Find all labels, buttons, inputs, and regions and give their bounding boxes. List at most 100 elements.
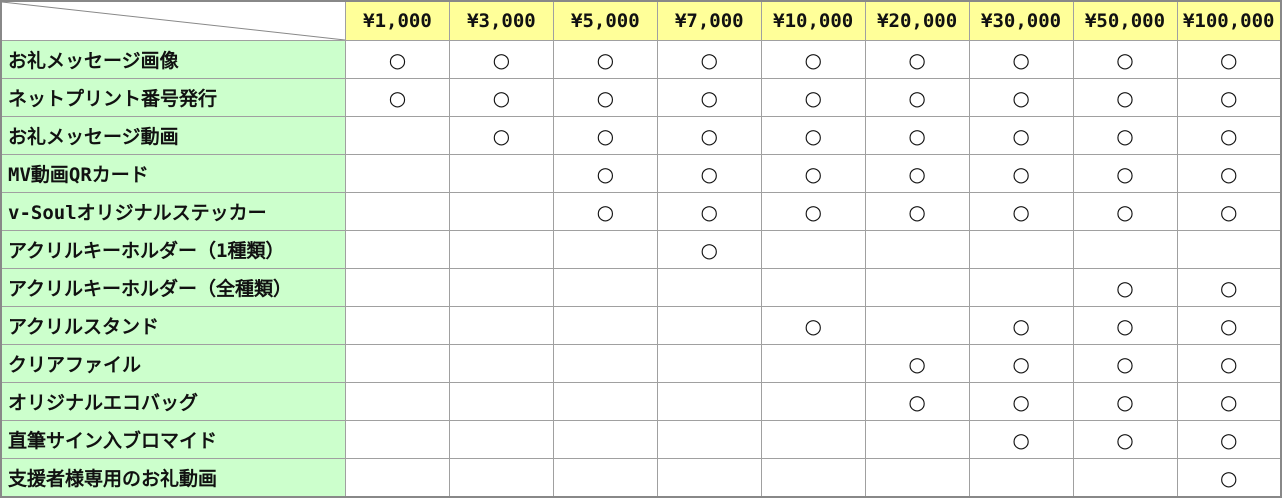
included-mark: ○: [1176, 382, 1282, 421]
reward-label: お礼メッセージ動画: [0, 116, 346, 155]
corner-cell: [0, 0, 346, 41]
included-mark: ○: [968, 40, 1074, 79]
table-row: 支援者様専用のお礼動画 ○: [0, 458, 1282, 498]
included-mark: ○: [1072, 306, 1178, 345]
included-mark: ○: [1072, 344, 1178, 383]
empty-cell: [864, 230, 970, 269]
table-row: お礼メッセージ画像 ○ ○ ○ ○ ○ ○ ○ ○ ○: [0, 40, 1282, 79]
included-mark: ○: [656, 78, 762, 117]
included-mark: ○: [552, 40, 658, 79]
empty-cell: [345, 268, 450, 307]
reward-label: MV動画QRカード: [0, 154, 346, 193]
included-mark: ○: [656, 154, 762, 193]
empty-cell: [1072, 230, 1178, 269]
included-mark: ○: [345, 40, 450, 79]
empty-cell: [448, 420, 554, 459]
empty-cell: [864, 458, 970, 498]
empty-cell: [968, 268, 1074, 307]
empty-cell: [760, 230, 866, 269]
table-row: アクリルキーホルダー（全種類） ○ ○: [0, 268, 1282, 307]
empty-cell: [345, 420, 450, 459]
empty-cell: [760, 382, 866, 421]
included-mark: ○: [1176, 306, 1282, 345]
included-mark: ○: [864, 116, 970, 155]
table-row: お礼メッセージ動画 ○ ○ ○ ○ ○ ○ ○ ○: [0, 116, 1282, 155]
price-header: ¥7,000: [656, 0, 762, 41]
included-mark: ○: [448, 116, 554, 155]
header-row: ¥1,000 ¥3,000 ¥5,000 ¥7,000 ¥10,000 ¥20,000 ¥3…: [0, 0, 1282, 41]
reward-label: オリジナルエコバッグ: [0, 382, 346, 421]
included-mark: ○: [760, 192, 866, 231]
empty-cell: [656, 268, 762, 307]
included-mark: ○: [552, 116, 658, 155]
empty-cell: [552, 230, 658, 269]
empty-cell: [345, 192, 450, 231]
included-mark: ○: [1176, 192, 1282, 231]
included-mark: ○: [968, 116, 1074, 155]
table-row: アクリルスタンド ○ ○ ○ ○: [0, 306, 1282, 345]
included-mark: ○: [864, 192, 970, 231]
included-mark: ○: [968, 306, 1074, 345]
empty-cell: [345, 230, 450, 269]
included-mark: ○: [552, 154, 658, 193]
empty-cell: [760, 420, 866, 459]
included-mark: ○: [1176, 78, 1282, 117]
included-mark: ○: [1072, 192, 1178, 231]
empty-cell: [760, 268, 866, 307]
included-mark: ○: [968, 78, 1074, 117]
empty-cell: [552, 420, 658, 459]
price-header: ¥50,000: [1072, 0, 1178, 41]
empty-cell: [345, 306, 450, 345]
included-mark: ○: [1176, 420, 1282, 459]
empty-cell: [656, 344, 762, 383]
empty-cell: [552, 306, 658, 345]
included-mark: ○: [1072, 382, 1178, 421]
table-row: クリアファイル ○ ○ ○ ○: [0, 344, 1282, 383]
included-mark: ○: [760, 78, 866, 117]
empty-cell: [552, 382, 658, 421]
reward-label: アクリルキーホルダー（1種類）: [0, 230, 346, 269]
included-mark: ○: [1176, 268, 1282, 307]
included-mark: ○: [656, 40, 762, 79]
empty-cell: [345, 458, 450, 498]
price-header: ¥1,000: [345, 0, 450, 41]
empty-cell: [552, 344, 658, 383]
included-mark: ○: [656, 230, 762, 269]
included-mark: ○: [656, 116, 762, 155]
included-mark: ○: [864, 344, 970, 383]
included-mark: ○: [1176, 40, 1282, 79]
reward-label: ネットプリント番号発行: [0, 78, 346, 117]
empty-cell: [656, 420, 762, 459]
included-mark: ○: [760, 40, 866, 79]
empty-cell: [448, 458, 554, 498]
included-mark: ○: [1072, 40, 1178, 79]
empty-cell: [864, 306, 970, 345]
table-row: v-Soulオリジナルステッカー ○ ○ ○ ○ ○ ○ ○: [0, 192, 1282, 231]
empty-cell: [864, 268, 970, 307]
included-mark: ○: [864, 78, 970, 117]
diagonal-line: [2, 2, 345, 40]
included-mark: ○: [1072, 268, 1178, 307]
reward-label: 支援者様専用のお礼動画: [0, 458, 346, 498]
empty-cell: [448, 344, 554, 383]
reward-label: お礼メッセージ画像: [0, 40, 346, 79]
reward-label: v-Soulオリジナルステッカー: [0, 192, 346, 231]
empty-cell: [345, 382, 450, 421]
price-header: ¥10,000: [760, 0, 866, 41]
price-header: ¥100,000: [1176, 0, 1282, 41]
included-mark: ○: [656, 192, 762, 231]
included-mark: ○: [864, 40, 970, 79]
price-header: ¥30,000: [968, 0, 1074, 41]
empty-cell: [656, 458, 762, 498]
empty-cell: [448, 382, 554, 421]
empty-cell: [448, 154, 554, 193]
included-mark: ○: [968, 344, 1074, 383]
empty-cell: [968, 230, 1074, 269]
table-row: 直筆サイン入ブロマイド ○ ○ ○: [0, 420, 1282, 459]
included-mark: ○: [552, 78, 658, 117]
included-mark: ○: [552, 192, 658, 231]
empty-cell: [345, 116, 450, 155]
reward-label: 直筆サイン入ブロマイド: [0, 420, 346, 459]
empty-cell: [1176, 230, 1282, 269]
